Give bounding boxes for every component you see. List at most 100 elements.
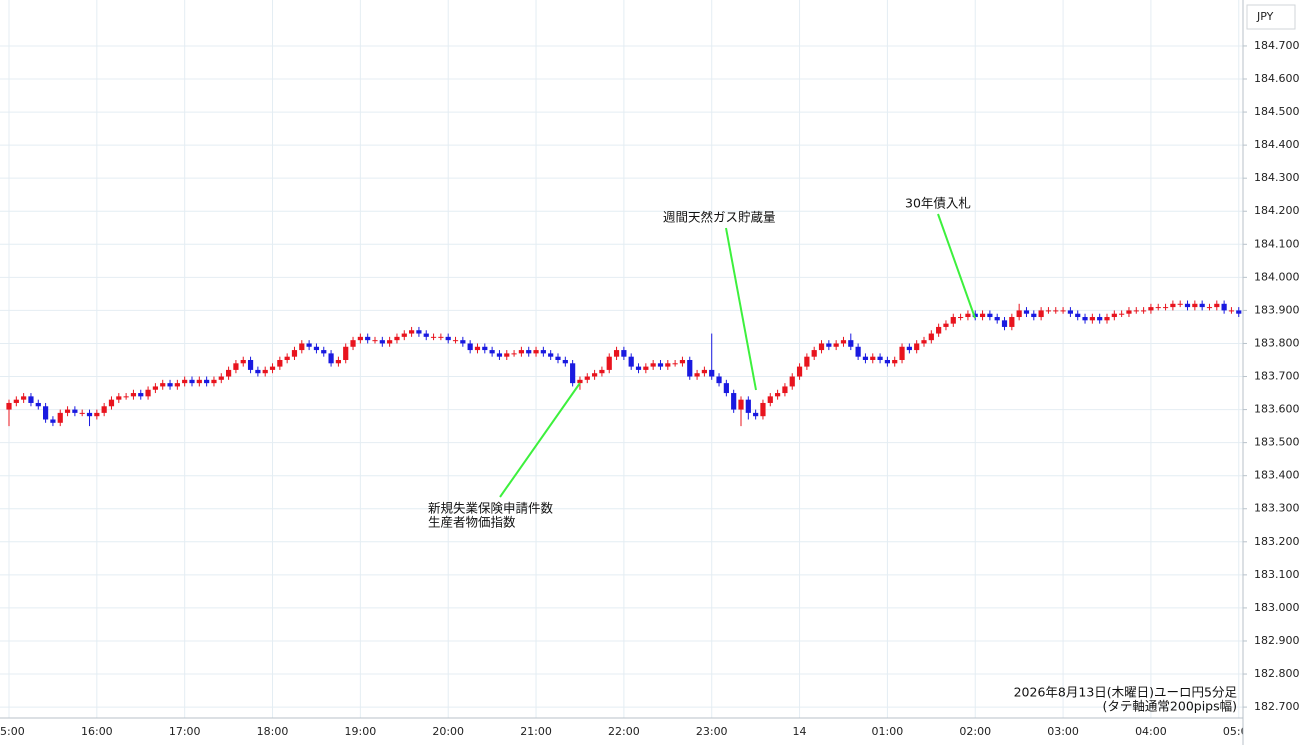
candle-body (650, 363, 656, 367)
candle-body (738, 399, 744, 410)
candle-body (94, 412, 100, 417)
candle-body (862, 356, 869, 360)
candle-body (950, 317, 956, 324)
candle-body (482, 346, 488, 351)
candle-body (518, 350, 524, 354)
candle-body (218, 376, 224, 380)
candle-body (1031, 313, 1037, 318)
candle-body (240, 359, 246, 364)
candle-body (460, 340, 466, 344)
candle-body (818, 343, 825, 351)
candle-body (840, 340, 847, 344)
candle-body (387, 340, 393, 344)
x-tick-label: 03:00 (1047, 725, 1079, 738)
candle-body (1236, 310, 1242, 314)
candle-body (1075, 313, 1081, 318)
candle-body (1148, 307, 1154, 311)
candle-body (716, 376, 722, 384)
candle-body (1221, 303, 1227, 311)
candle-body (884, 359, 890, 364)
x-tick-label: 19:00 (345, 725, 377, 738)
candle-body (1199, 303, 1205, 308)
candle-body (160, 383, 166, 387)
candle-body (584, 376, 590, 380)
y-tick-label: 184.400 (1254, 138, 1300, 151)
candle-body (511, 353, 517, 355)
candle-body (233, 363, 239, 370)
candle-body (152, 386, 158, 390)
unit-box (1246, 4, 1296, 30)
candle-body (1155, 307, 1161, 309)
candle-body (211, 379, 217, 384)
candle-body (804, 356, 810, 367)
y-tick-label: 183.500 (1254, 436, 1300, 449)
y-tick-label: 184.000 (1254, 270, 1300, 283)
candle-body (672, 363, 678, 365)
candle-body (409, 330, 415, 334)
x-tick-label: 17:00 (169, 725, 201, 738)
candle-body (679, 359, 686, 364)
candle-body (694, 373, 700, 377)
candle-body (789, 376, 795, 387)
candle-body (1126, 310, 1132, 314)
candle-body (1038, 310, 1044, 318)
chart-note: 2026年8月13日(木曜日)ユーロ円5分足 (1014, 685, 1238, 700)
candle-body (643, 366, 649, 370)
y-tick-label: 184.700 (1254, 39, 1300, 52)
candle-body (116, 396, 122, 400)
candle-body (767, 396, 773, 403)
candle-body (167, 383, 173, 387)
candle-body (328, 353, 334, 364)
candle-body (811, 350, 817, 357)
y-tick-label: 184.100 (1254, 237, 1300, 250)
candle-body (943, 323, 949, 327)
y-tick-label: 182.800 (1254, 667, 1300, 680)
candle-body (35, 402, 41, 407)
annotation-line (725, 227, 757, 391)
candle-body (1141, 310, 1147, 312)
candle-body (701, 369, 707, 374)
candle-body (335, 359, 341, 364)
candle-body (914, 343, 920, 351)
x-tick-label: 04:00 (1135, 725, 1167, 738)
candle-body (306, 343, 312, 347)
candle-body (182, 379, 188, 384)
annotation-line (499, 382, 581, 498)
candle-body (562, 359, 568, 364)
candle-body (21, 396, 27, 400)
y-tick-label: 182.700 (1254, 700, 1300, 713)
candle-body (621, 350, 627, 357)
candle-body (1228, 310, 1235, 312)
candle-body (343, 346, 349, 360)
x-tick-label: 5:00 (0, 725, 25, 738)
candle-body (892, 359, 898, 364)
candle-body (13, 399, 19, 403)
candle-body (299, 343, 305, 351)
candle-body (745, 399, 751, 413)
candle-body (848, 340, 854, 347)
x-tick-label: 14 (793, 725, 807, 738)
candle-body (50, 419, 56, 423)
candle-body (86, 412, 93, 417)
candle-body (994, 317, 1000, 321)
y-tick-label: 183.600 (1254, 403, 1300, 416)
candle-body (1001, 320, 1008, 327)
y-tick-label: 183.200 (1254, 535, 1300, 548)
candle-body (1119, 313, 1125, 315)
candle-body (247, 359, 254, 370)
candle-body (1089, 317, 1095, 321)
candle-body (1104, 317, 1110, 321)
candle-body (416, 330, 422, 334)
candle-body (1082, 317, 1088, 321)
x-tick-label: 18:00 (257, 725, 289, 738)
candle-body (972, 313, 978, 318)
candle-body (123, 396, 129, 398)
candle-body (467, 343, 473, 351)
candle-body (665, 363, 671, 367)
y-tick-label: 184.600 (1254, 72, 1300, 85)
candle-body (350, 340, 356, 347)
y-axis-panel (1243, 0, 1300, 745)
x-tick-label: 16:00 (81, 725, 113, 738)
candle-body (321, 350, 327, 354)
